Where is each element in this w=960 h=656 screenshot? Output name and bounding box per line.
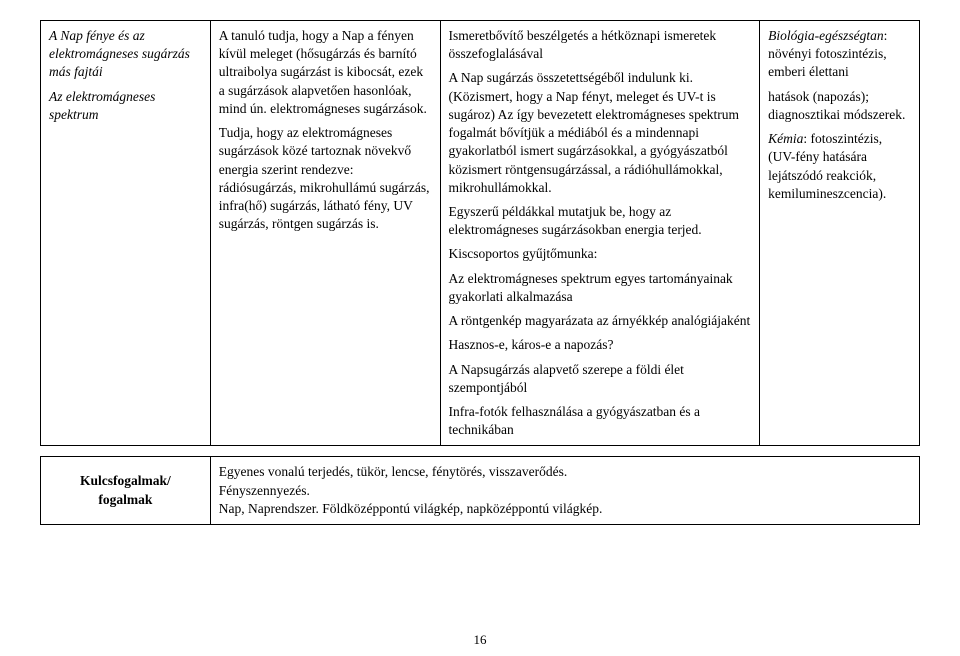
link-p1: Biológia-egészségtan: növényi fotoszinté… (768, 27, 911, 82)
table-row: A Nap fénye és az elektromágneses sugárz… (41, 21, 920, 446)
act-p5: Az elektromágneses spektrum egyes tartom… (449, 270, 752, 306)
act-p4: Kiscsoportos gyűjtőmunka: (449, 245, 752, 263)
cell-links: Biológia-egészségtan: növényi fotoszinté… (760, 21, 920, 446)
kw-line1: Egyenes vonalú terjedés, tükör, lencse, … (219, 463, 911, 481)
link-p1a: Biológia-egészségtan (768, 28, 883, 43)
keywords-table: Kulcsfogalmak/ fogalmak Egyenes vonalú t… (40, 456, 920, 525)
cell-topic: A Nap fénye és az elektromágneses sugárz… (41, 21, 211, 446)
keywords-label-2: fogalmak (49, 491, 202, 509)
cell-activities: Ismeretbővítő beszélgetés a hétköznapi i… (440, 21, 760, 446)
kw-line3: Nap, Naprendszer. Földközéppontú világké… (219, 500, 911, 518)
act-p9: Infra-fotók felhasználása a gyógyászatba… (449, 403, 752, 439)
knowledge-p2: Tudja, hogy az elektromágneses sugárzáso… (219, 124, 432, 233)
keywords-label-1: Kulcsfogalmak/ (49, 472, 202, 490)
cell-knowledge: A tanuló tudja, hogy a Nap a fényen kívü… (210, 21, 440, 446)
act-p1: Ismeretbővítő beszélgetés a hétköznapi i… (449, 27, 752, 63)
act-p7: Hasznos-e, káros-e a napozás? (449, 336, 752, 354)
kw-line2: Fényszennyezés. (219, 482, 911, 500)
keywords-row: Kulcsfogalmak/ fogalmak Egyenes vonalú t… (41, 457, 920, 525)
spacer (40, 446, 920, 456)
act-p3: Egyszerű példákkal mutatjuk be, hogy az … (449, 203, 752, 239)
act-p6: A röntgenkép magyarázata az árnyékkép an… (449, 312, 752, 330)
knowledge-p1: A tanuló tudja, hogy a Nap a fényen kívü… (219, 27, 432, 118)
topic-title-1: A Nap fénye és az elektromágneses sugárz… (49, 27, 202, 82)
link-p3a: Kémia (768, 131, 803, 146)
keywords-label-cell: Kulcsfogalmak/ fogalmak (41, 457, 211, 525)
page-number: 16 (0, 632, 960, 648)
curriculum-table: A Nap fénye és az elektromágneses sugárz… (40, 20, 920, 446)
link-p2: hatások (napozás); diagnosztikai módszer… (768, 88, 911, 124)
act-p2: A Nap sugárzás összetettségéből indulunk… (449, 69, 752, 197)
topic-title-2: Az elektromágneses spektrum (49, 88, 202, 124)
link-p3: Kémia: fotoszintézis, (UV-fény hatására … (768, 130, 911, 203)
keywords-content: Egyenes vonalú terjedés, tükör, lencse, … (210, 457, 919, 525)
act-p8: A Napsugárzás alapvető szerepe a földi é… (449, 361, 752, 397)
